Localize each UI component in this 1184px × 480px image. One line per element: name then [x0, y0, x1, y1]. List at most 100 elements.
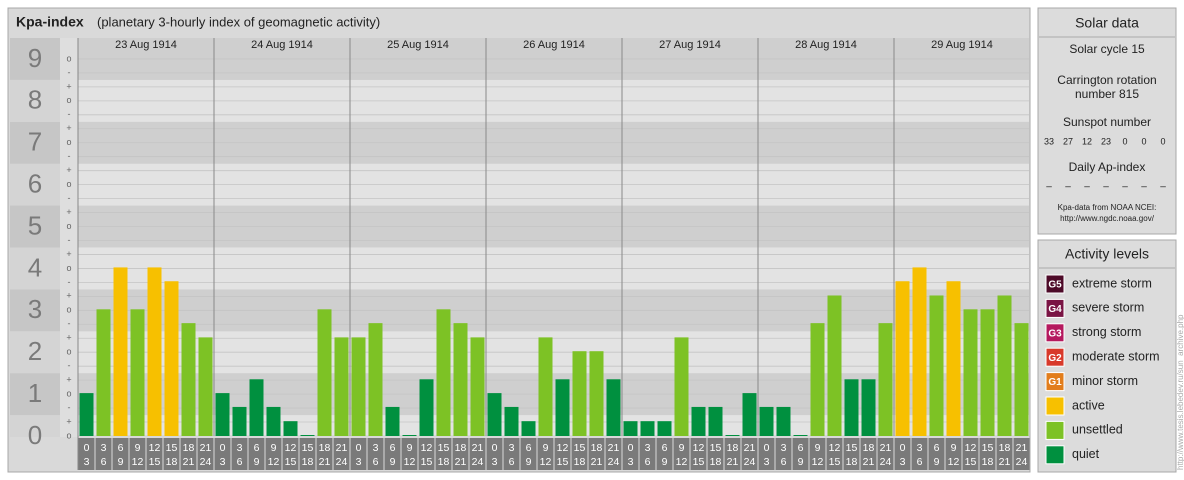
bar [79, 393, 94, 436]
digit-band [10, 79, 60, 122]
bar [793, 435, 808, 436]
hour-cell [1013, 438, 1030, 470]
day-label: 29 Aug 1914 [931, 39, 993, 51]
hour-end: 21 [863, 456, 875, 468]
hour-end: 24 [336, 456, 348, 468]
hour-cell [928, 438, 945, 470]
hour-start: 12 [965, 442, 977, 454]
hour-start: 21 [472, 442, 484, 454]
hour-cell [469, 438, 486, 470]
hour-cell [214, 438, 231, 470]
bar [725, 435, 740, 436]
minor-label: - [68, 402, 71, 412]
bar [963, 309, 978, 436]
hour-end: 6 [237, 456, 243, 468]
day-label: 28 Aug 1914 [795, 39, 857, 51]
hour-start: 21 [880, 442, 892, 454]
bar [1014, 323, 1029, 436]
hour-start: 0 [220, 442, 226, 454]
minor-label: o [66, 388, 71, 398]
hour-cell [435, 438, 452, 470]
hour-start: 12 [557, 442, 569, 454]
hour-start: 15 [982, 442, 994, 454]
bar [861, 379, 876, 436]
digit-band [10, 373, 60, 416]
y-tick-label: 2 [28, 336, 42, 366]
hour-cell [673, 438, 690, 470]
hour-cell [384, 438, 401, 470]
hour-start: 9 [543, 442, 549, 454]
minor-label: - [68, 109, 71, 119]
sunspot-title: Sunspot number [1063, 115, 1151, 129]
day-label: 23 Aug 1914 [115, 39, 177, 51]
hour-start: 12 [285, 442, 297, 454]
hour-cell [418, 438, 435, 470]
sunspot-value: 12 [1082, 136, 1092, 146]
hour-start: 3 [781, 442, 787, 454]
hour-start: 18 [455, 442, 467, 454]
hour-end: 24 [744, 456, 756, 468]
hour-end: 18 [166, 456, 178, 468]
chart-subtitle: (planetary 3-hourly index of geomagnetic… [97, 14, 380, 29]
hour-end: 21 [727, 456, 739, 468]
bar [810, 323, 825, 436]
y-tick-label: 0 [28, 420, 42, 450]
watermark: http://www.tesis.lebedev.ru/sun_archive.… [1176, 314, 1184, 470]
hour-end: 18 [574, 456, 586, 468]
minor-label: o [66, 179, 71, 189]
hour-end: 24 [880, 456, 892, 468]
hour-start: 15 [710, 442, 722, 454]
bar [742, 393, 757, 436]
hour-start: 6 [390, 442, 396, 454]
hour-cell [809, 438, 826, 470]
hour-cell [350, 438, 367, 470]
bar [249, 379, 264, 436]
panel-title: Activity levels [1065, 246, 1149, 262]
bar [147, 267, 162, 436]
hour-start: 12 [421, 442, 433, 454]
legend-swatch [1045, 323, 1065, 343]
hour-end: 15 [285, 456, 297, 468]
hour-end: 12 [404, 456, 416, 468]
hour-end: 9 [118, 456, 124, 468]
hour-end: 18 [302, 456, 314, 468]
ap-value: – [1160, 182, 1166, 193]
hour-end: 24 [1016, 456, 1028, 468]
hour-end: 12 [676, 456, 688, 468]
ap-value: – [1103, 182, 1109, 193]
hour-cell [401, 438, 418, 470]
hour-start: 18 [999, 442, 1011, 454]
legend-label: unsettled [1072, 423, 1123, 437]
bar [334, 337, 349, 436]
hour-end: 6 [781, 456, 787, 468]
day-label: 27 Aug 1914 [659, 39, 721, 51]
minor-label: + [66, 375, 71, 385]
hour-end: 12 [812, 456, 824, 468]
legend-badge: G4 [1048, 304, 1062, 315]
hour-end: 3 [628, 456, 634, 468]
hour-end: 3 [220, 456, 226, 468]
y-tick-label: 4 [28, 252, 42, 282]
bar [113, 267, 128, 436]
hour-end: 15 [829, 456, 841, 468]
bar [538, 337, 553, 436]
digit-band [10, 289, 60, 332]
hour-cell [894, 438, 911, 470]
bar [521, 421, 536, 436]
legend-swatch [1045, 298, 1065, 318]
hour-cell [860, 438, 877, 470]
legend-label: severe storm [1072, 301, 1144, 315]
ap-value: – [1046, 182, 1052, 193]
ap-value: – [1141, 182, 1147, 193]
minor-label: - [68, 361, 71, 371]
bar [640, 421, 655, 436]
hour-start: 0 [492, 442, 498, 454]
legend-swatch [1045, 396, 1065, 416]
minor-label: + [66, 291, 71, 301]
hour-end: 15 [557, 456, 569, 468]
hour-cell [877, 438, 894, 470]
bar [895, 281, 910, 436]
hour-end: 21 [455, 456, 467, 468]
bar [283, 421, 298, 436]
